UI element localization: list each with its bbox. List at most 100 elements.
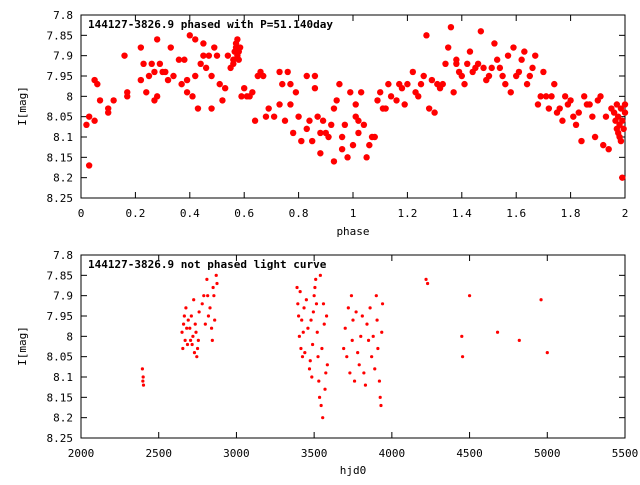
data-point xyxy=(488,64,495,72)
data-point xyxy=(350,338,354,342)
data-point xyxy=(572,121,580,128)
data-point xyxy=(330,158,338,165)
data-point xyxy=(450,89,457,96)
data-point xyxy=(561,93,569,100)
data-point xyxy=(466,48,474,55)
data-point xyxy=(415,93,422,100)
data-point xyxy=(211,44,218,51)
data-point xyxy=(570,113,577,120)
data-point xyxy=(213,52,221,59)
data-point xyxy=(378,395,382,399)
data-point xyxy=(341,121,349,128)
y-tick-label: 8 xyxy=(66,330,73,343)
data-point xyxy=(153,93,161,100)
data-point xyxy=(96,97,104,104)
data-point xyxy=(439,80,446,88)
data-point xyxy=(141,379,145,383)
data-point xyxy=(191,334,195,338)
data-point xyxy=(370,355,374,359)
data-point xyxy=(140,60,147,67)
data-point xyxy=(295,285,299,290)
data-point xyxy=(529,64,536,72)
data-point xyxy=(377,379,382,383)
data-point xyxy=(602,113,610,120)
data-point xyxy=(382,105,389,112)
x-axis-label: phase xyxy=(336,225,369,238)
data-point xyxy=(551,80,558,88)
data-point xyxy=(230,56,237,63)
data-point xyxy=(183,338,187,342)
data-point xyxy=(183,76,191,84)
data-point xyxy=(238,93,245,100)
data-point xyxy=(197,310,201,314)
data-point xyxy=(124,89,131,96)
data-point xyxy=(186,318,190,322)
unphased-panel: 2000 2500 3000 3500 4000 4500 5000 5500 7.8 7.85… xyxy=(16,249,638,477)
data-point xyxy=(310,342,315,347)
data-point xyxy=(504,52,512,59)
data-point xyxy=(355,117,362,124)
data-point xyxy=(363,383,368,387)
data-point xyxy=(85,162,93,169)
x-axis-label: hjd0 xyxy=(340,464,367,477)
y-tick-label: 8.2 xyxy=(53,412,73,425)
data-point xyxy=(302,306,306,310)
data-point xyxy=(181,56,188,63)
data-point xyxy=(360,314,364,318)
data-point xyxy=(338,146,346,153)
data-point xyxy=(178,80,185,88)
data-point xyxy=(299,346,303,351)
data-point xyxy=(365,322,369,326)
data-point xyxy=(502,80,509,88)
data-point xyxy=(182,314,186,318)
data-point xyxy=(188,338,193,342)
data-point xyxy=(137,44,145,51)
data-point xyxy=(515,68,523,76)
data-point xyxy=(322,322,326,326)
data-point xyxy=(324,371,328,375)
data-points xyxy=(83,24,629,181)
data-point xyxy=(208,105,215,112)
data-point xyxy=(307,367,312,371)
data-point xyxy=(398,85,406,92)
y-tick-label: 7.9 xyxy=(53,290,73,303)
data-point xyxy=(352,101,359,108)
data-point xyxy=(313,285,317,290)
data-point xyxy=(202,64,210,72)
data-point xyxy=(301,330,305,334)
data-point xyxy=(368,306,372,310)
data-point xyxy=(393,97,400,104)
data-point xyxy=(260,72,267,80)
data-point xyxy=(202,294,206,298)
data-point xyxy=(91,117,98,124)
data-point xyxy=(491,40,498,47)
y-tick-label: 8.15 xyxy=(47,151,74,164)
data-point xyxy=(532,52,539,59)
data-point xyxy=(188,326,192,330)
data-point xyxy=(214,273,218,277)
data-point xyxy=(296,302,300,306)
data-points xyxy=(140,273,549,420)
x-tick-label: 2 xyxy=(622,207,629,220)
data-point xyxy=(374,294,378,298)
data-point xyxy=(203,322,207,326)
data-point xyxy=(351,318,355,322)
data-point xyxy=(209,326,214,330)
data-point xyxy=(387,93,395,100)
data-point xyxy=(281,117,289,124)
data-point xyxy=(349,294,354,298)
data-point xyxy=(297,334,301,338)
data-point xyxy=(321,416,325,420)
data-point xyxy=(330,105,338,112)
x-tick-label: 3000 xyxy=(223,447,250,460)
data-point xyxy=(213,318,217,322)
data-point xyxy=(311,310,315,314)
data-point xyxy=(474,60,482,67)
data-point xyxy=(141,375,145,379)
data-point xyxy=(265,105,272,112)
data-point xyxy=(105,105,112,112)
data-point xyxy=(356,351,360,355)
data-point xyxy=(336,80,343,88)
data-point xyxy=(523,80,531,88)
